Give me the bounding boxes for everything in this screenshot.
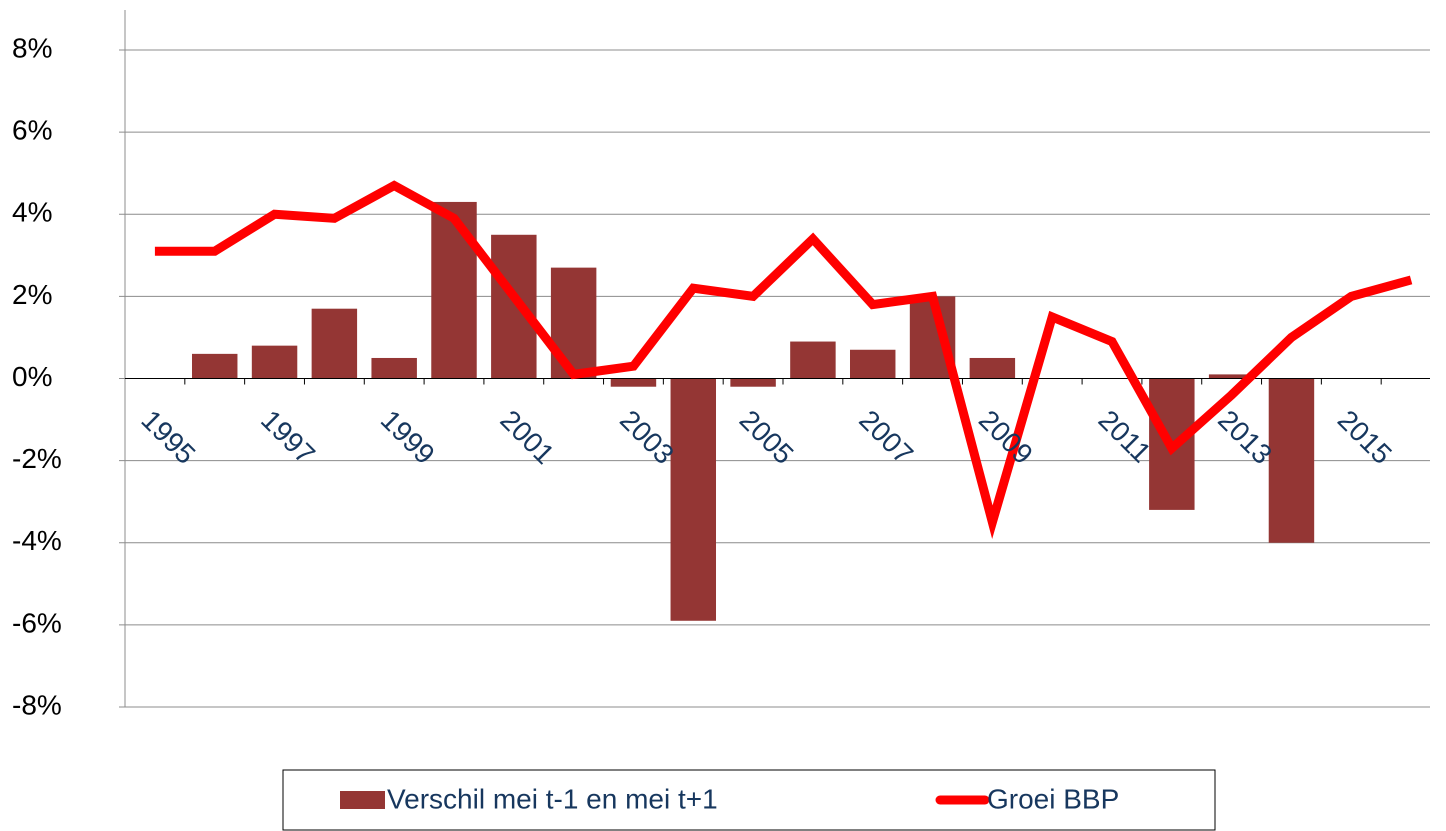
bar	[191, 353, 238, 379]
bar	[251, 345, 298, 379]
y-tick-label: 0%	[12, 361, 52, 392]
legend-label: Verschil mei t-1 en mei t+1	[387, 783, 718, 814]
bar	[790, 341, 836, 379]
bar	[371, 357, 417, 379]
legend-box	[282, 769, 1216, 831]
line	[154, 180, 1413, 540]
x-tick-label: 2007	[853, 404, 919, 470]
y-tick-label: 4%	[12, 197, 52, 228]
bar	[431, 201, 477, 379]
bar	[969, 357, 1016, 379]
bar	[610, 378, 657, 387]
x-tick-label: 2013	[1212, 404, 1278, 470]
bar	[1208, 374, 1255, 379]
bar	[550, 267, 597, 379]
x-tick-label: 1999	[375, 404, 441, 470]
x-tick-label: 2015	[1332, 404, 1398, 470]
x-tick-label: 2001	[494, 404, 560, 470]
x-tick-label: 2003	[614, 404, 680, 470]
y-tick-label: -4%	[12, 525, 62, 556]
bar	[491, 234, 537, 379]
bar	[730, 378, 776, 387]
y-tick-label: 8%	[12, 32, 52, 63]
y-tick-label: 2%	[12, 279, 52, 310]
bar	[670, 378, 717, 621]
y-tick-label: -8%	[12, 689, 62, 720]
y-tick-label: 6%	[12, 115, 52, 146]
legend-swatch	[340, 791, 385, 809]
x-tick-label: 1997	[255, 404, 321, 470]
x-tick-label: 1995	[135, 404, 201, 470]
bar	[1268, 378, 1315, 543]
bar	[849, 349, 896, 379]
legend-label: Groei BBP	[987, 783, 1119, 814]
y-tick-label: -2%	[12, 443, 62, 474]
bar	[311, 308, 358, 379]
x-tick-label: 2005	[734, 404, 800, 470]
y-tick-label: -6%	[12, 607, 62, 638]
